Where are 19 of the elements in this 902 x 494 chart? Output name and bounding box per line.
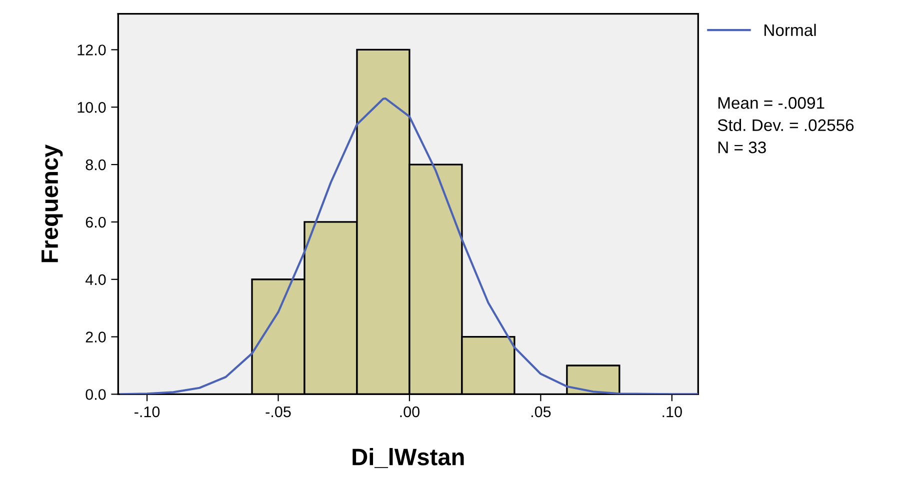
x-tick-label: -.10 [134,406,160,418]
y-tick-label: 12.0 [78,44,106,56]
x-tick-label: .10 [662,406,682,418]
y-tick-label: 4.0 [85,274,106,286]
x-axis-title: Di_lWstan [352,448,464,468]
y-tick-label: 6.0 [86,216,106,228]
text: N = 33 [718,142,766,154]
x-tick-label: -.05 [266,406,291,418]
legend-label: Normal [764,24,816,36]
y-tick-label: 0.0 [86,389,106,400]
text: Mean = -.0091 [718,97,824,109]
text: Std. Dev. = .02556 [718,118,854,132]
x-tick-label: .00 [400,406,420,418]
line-series [120,97,698,394]
x-tick-label: .05 [531,406,551,418]
y-tick-label: 2.0 [86,332,106,342]
y-tick-label: 10.0 [78,102,106,113]
y-tick-label: 8.0 [86,159,106,170]
y-axis-title: Frequency [42,144,63,262]
